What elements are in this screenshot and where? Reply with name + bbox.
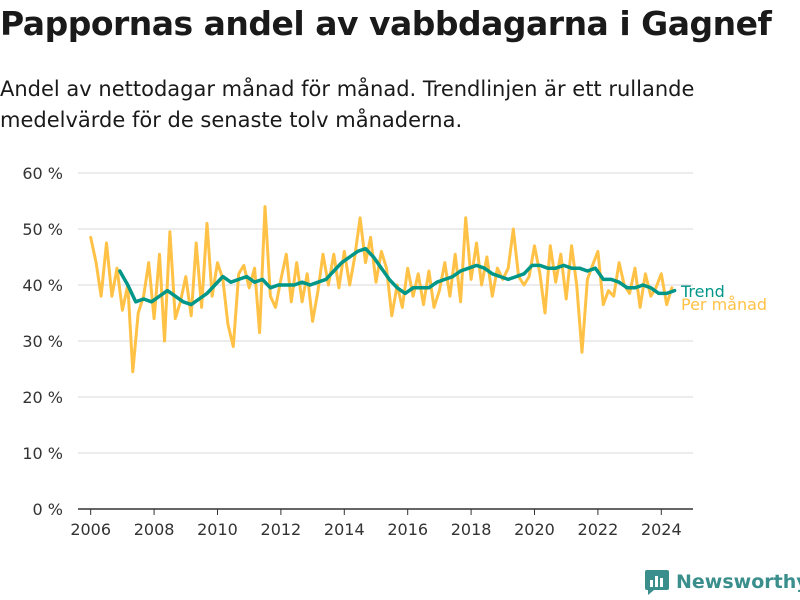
x-tick-label: 2020 [514,520,555,539]
gridlines [78,172,693,454]
chart-title: Pappornas andel av vabbdagarna i Gagnef [0,4,772,43]
newsworthy-logo-icon [645,570,669,595]
x-axis-ticks: 2006 2008 2010 2012 2014 2016 2018 2020 2022 2024 [70,509,682,539]
y-axis-ticks: 0 % 10 % 20 % 30 % 40 % 50 % 60 % [22,164,63,519]
series-lines [89,205,677,374]
x-tick-label: 2024 [641,520,682,539]
y-tick-label: 40 % [22,276,63,295]
x-tick-label: 2012 [261,520,302,539]
x-tick-label: 2006 [70,520,111,539]
x-tick-label: 2016 [387,520,428,539]
brand-name: Newsworthy [676,571,800,593]
y-tick-label: 60 % [22,164,63,183]
y-tick-label: 10 % [22,444,63,463]
y-tick-label: 30 % [22,332,63,351]
trend-label: Trend [680,282,725,301]
x-tick-label: 2022 [578,520,619,539]
y-tick-label: 0 % [33,500,63,519]
x-tick-label: 2018 [451,520,492,539]
chart-subtitle: Andel av nettodagar månad för månad. Tre… [0,77,695,132]
monthly-line [89,205,674,374]
x-tick-label: 2010 [197,520,238,539]
newsworthy-logo[interactable]: Newsworthy [644,568,800,596]
monthly-label: Per månad [681,295,767,314]
trend-line [118,246,677,307]
y-tick-label: 20 % [22,388,63,407]
x-tick-label: 2008 [134,520,175,539]
x-tick-label: 2014 [324,520,365,539]
y-tick-label: 50 % [22,220,63,239]
